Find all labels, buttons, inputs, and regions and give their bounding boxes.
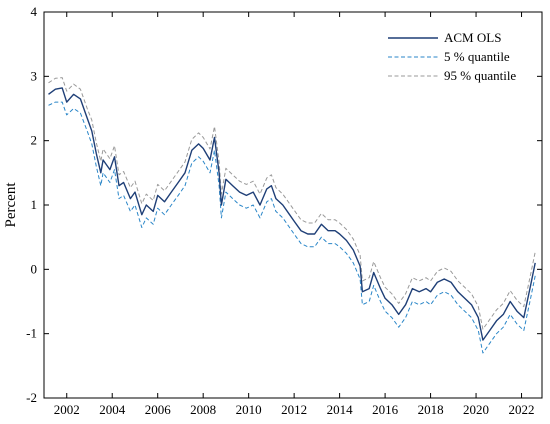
x-tick-label: 2008	[190, 402, 216, 417]
series-line-acm-ols	[48, 87, 536, 341]
y-tick-label: 0	[31, 261, 38, 276]
y-tick-label: 1	[31, 197, 38, 212]
legend-label: ACM OLS	[444, 30, 501, 45]
series-layer	[48, 77, 536, 354]
x-tick-label: 2018	[418, 402, 444, 417]
y-tick-label: -1	[26, 326, 37, 341]
x-tick-label: 2020	[463, 402, 489, 417]
legend-label: 95 % quantile	[444, 68, 516, 83]
x-tick-label: 2002	[54, 402, 80, 417]
plot-area	[43, 11, 543, 399]
x-tick-label: 2022	[509, 402, 535, 417]
series-line-95-quantile	[48, 77, 536, 330]
x-tick-label: 2004	[99, 402, 126, 417]
x-tick-label: 2016	[372, 402, 399, 417]
x-tick-label: 2006	[145, 402, 172, 417]
y-tick-label: 4	[31, 4, 38, 19]
x-axis: 2002 2004 2006 2008 2010 2012 2014 2016 2018 2020…	[54, 12, 535, 417]
x-tick-label: 2010	[236, 402, 262, 417]
legend-label: 5 % quantile	[444, 49, 510, 64]
series-line-5-quantile	[48, 101, 536, 354]
x-tick-label: 2012	[281, 402, 307, 417]
y-axis: -2 -1 0 1 2 3 4	[26, 4, 542, 405]
x-tick-label: 2014	[327, 402, 354, 417]
legend: ACM OLS 5 % quantile 95 % quantile	[388, 30, 516, 83]
y-tick-label: 3	[31, 68, 38, 83]
y-tick-label: 2	[31, 133, 38, 148]
y-axis-title: Percent	[3, 182, 19, 228]
y-tick-label: -2	[26, 390, 37, 405]
